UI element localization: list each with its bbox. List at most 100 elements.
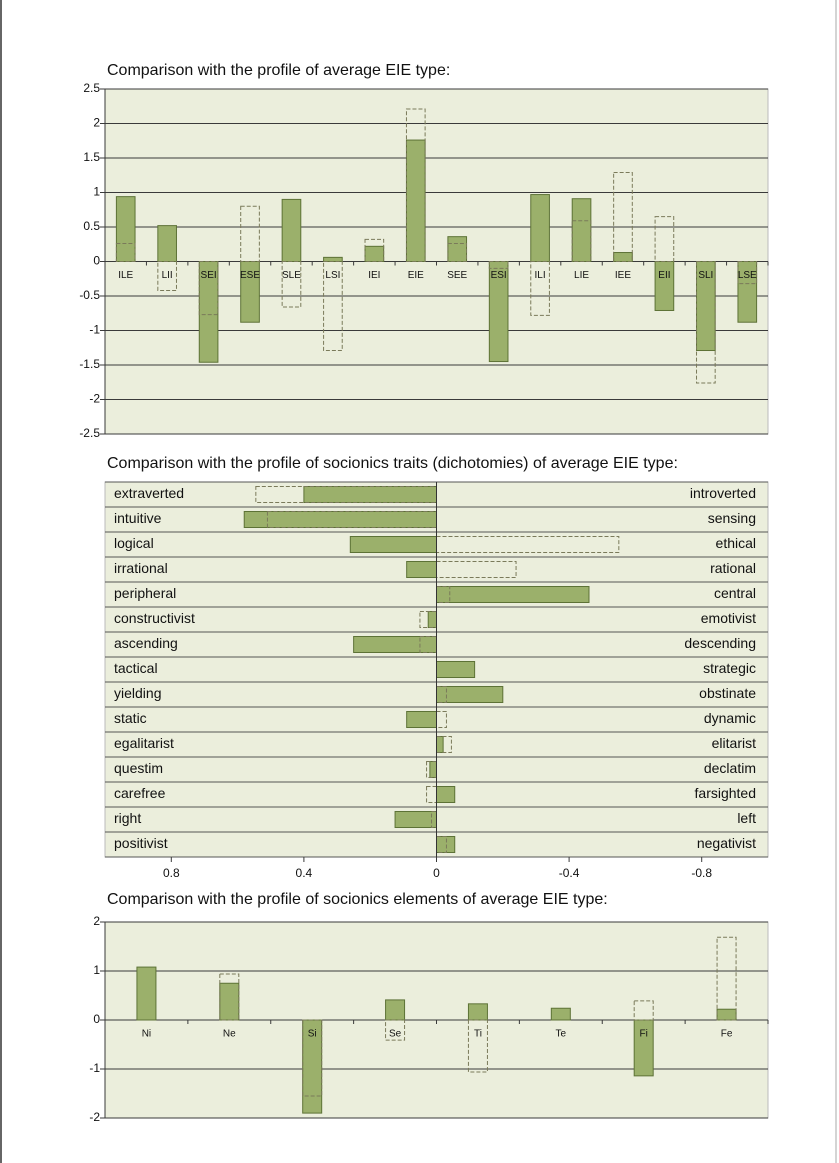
x-tick-label: EII: [658, 270, 670, 281]
bar: [281, 198, 302, 262]
right-label: left: [737, 810, 756, 826]
bar: [385, 1019, 406, 1041]
bar: [219, 982, 240, 1021]
right-label: declatim: [704, 760, 756, 776]
bar: [716, 1008, 737, 1021]
left-label: carefree: [114, 785, 166, 801]
bar: [115, 196, 136, 262]
x-tick-label: 0: [433, 866, 440, 880]
bar: [633, 1000, 654, 1021]
right-label: sensing: [708, 510, 756, 526]
bar: [240, 205, 260, 263]
y-tick-label: -0.5: [79, 288, 100, 302]
right-label: obstinate: [699, 685, 756, 701]
left-label: logical: [114, 535, 154, 551]
y-tick-label: -1: [89, 323, 100, 337]
bar: [219, 973, 240, 1021]
left-label: egalitarist: [114, 735, 174, 751]
bar: [550, 1007, 571, 1021]
right-label: introverted: [690, 485, 756, 501]
y-tick-label: -1: [89, 1061, 100, 1075]
chart-title: Comparison with the profile of socionics…: [107, 891, 608, 908]
bar: [364, 245, 385, 263]
x-tick-label: ESE: [240, 270, 260, 281]
bar: [406, 711, 438, 728]
x-tick-label: 0.4: [296, 866, 313, 880]
right-label: rational: [710, 560, 756, 576]
chart-title: Comparison with the profile of average E…: [107, 62, 450, 79]
x-tick-label: Ti: [474, 1029, 482, 1040]
bar: [323, 256, 343, 262]
x-tick-label: LII: [162, 270, 173, 281]
y-tick-label: -2: [89, 1110, 100, 1124]
bar: [436, 661, 476, 678]
bar: [406, 561, 438, 578]
left-label: yielding: [114, 685, 161, 701]
bar: [436, 736, 444, 753]
left-label: intuitive: [114, 510, 162, 526]
x-tick-label: SLI: [698, 270, 713, 281]
bar: [436, 586, 590, 603]
bar: [737, 261, 758, 285]
bar: [654, 261, 675, 311]
right-label: emotivist: [701, 610, 756, 626]
bar: [353, 636, 437, 653]
left-label: right: [114, 810, 141, 826]
x-tick-label: LIE: [574, 270, 589, 281]
x-tick-label: Si: [308, 1029, 317, 1040]
left-label: extraverted: [114, 485, 184, 501]
right-label: negativist: [697, 835, 756, 851]
x-tick-label: Ni: [142, 1029, 151, 1040]
bar: [281, 261, 302, 308]
x-tick-label: IEE: [615, 270, 631, 281]
y-tick-label: -2: [89, 392, 100, 406]
x-tick-label: -0.8: [691, 866, 712, 880]
bar: [303, 486, 437, 503]
bar: [613, 252, 633, 262]
bar: [716, 936, 737, 1021]
left-label: static: [114, 710, 147, 726]
y-tick-label: 1: [93, 185, 100, 199]
x-tick-label: ILE: [118, 270, 133, 281]
bar: [198, 261, 219, 316]
bar: [530, 261, 550, 316]
x-tick-label: EIE: [408, 270, 424, 281]
bar: [364, 238, 385, 262]
bar: [436, 536, 620, 553]
bar: [405, 139, 426, 262]
left-label: ascending: [114, 635, 178, 651]
bar: [447, 236, 468, 263]
bar: [405, 108, 426, 263]
bar: [427, 611, 437, 628]
bar: [613, 171, 633, 263]
x-tick-label: Fe: [721, 1029, 733, 1040]
bar: [436, 786, 456, 803]
x-tick-label: Ne: [223, 1029, 236, 1040]
right-label: farsighted: [695, 785, 756, 801]
left-label: constructivist: [114, 610, 195, 626]
bar: [394, 811, 437, 828]
x-tick-label: LSI: [325, 270, 340, 281]
right-label: strategic: [703, 660, 756, 676]
right-label: central: [714, 585, 756, 601]
bar: [696, 261, 716, 384]
x-tick-label: LSE: [738, 270, 757, 281]
x-tick-label: SEE: [447, 270, 467, 281]
bar: [323, 261, 343, 352]
x-tick-label: ESI: [491, 270, 507, 281]
bar: [157, 225, 177, 262]
x-tick-label: 0.8: [163, 866, 180, 880]
bar: [447, 243, 468, 262]
x-tick-label: ILI: [535, 270, 546, 281]
bar: [136, 966, 157, 1021]
right-label: elitarist: [712, 735, 756, 751]
x-tick-label: Fi: [640, 1029, 648, 1040]
bar: [467, 1019, 488, 1073]
x-tick-label: SEI: [201, 270, 217, 281]
y-tick-label: 1.5: [83, 150, 100, 164]
x-tick-label: IEI: [368, 270, 380, 281]
left-label: peripheral: [114, 585, 176, 601]
bar: [530, 194, 550, 263]
bar: [633, 1019, 654, 1077]
